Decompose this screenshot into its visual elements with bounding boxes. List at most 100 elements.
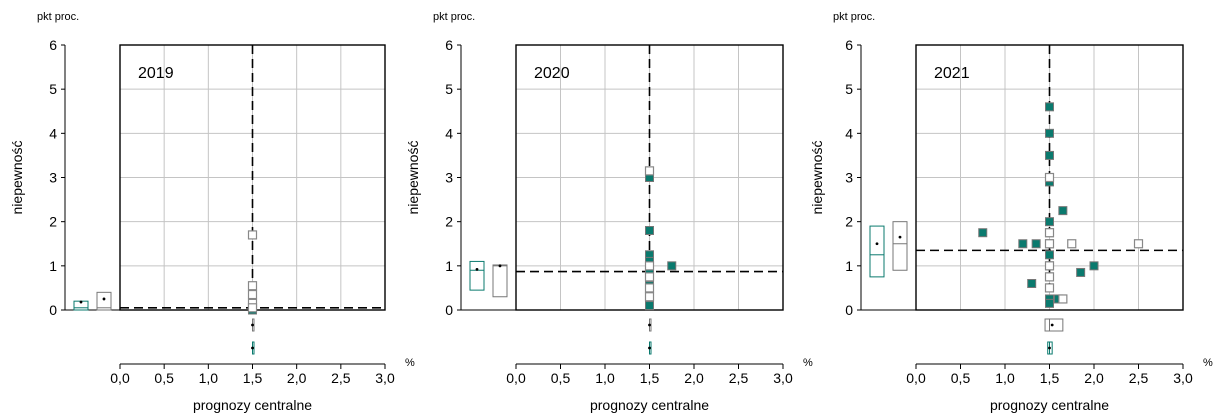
y-dist-mean — [79, 300, 83, 304]
data-point-filled — [1076, 267, 1086, 277]
data-point-open — [1133, 239, 1144, 249]
y-tick-label: 2 — [445, 214, 453, 230]
data-point-filled — [1018, 239, 1028, 249]
data-point-open — [247, 289, 258, 300]
data-point-filled — [1089, 261, 1099, 271]
x-unit-label: % — [405, 357, 415, 369]
x-axis-title: prognozy centralne — [990, 397, 1109, 413]
data-point-open — [247, 281, 258, 291]
chart-panel-2020: 0 1 2 3 4 5 6 pkt proc. niepewność 0,0 0,5 1,0 1,5 2,… — [405, 11, 813, 413]
x-tick-label: 1,0 — [995, 370, 1015, 386]
y-tick-label: 2 — [49, 214, 57, 230]
y-tick-label: 0 — [845, 302, 853, 318]
chart-panel-2021: 0 1 2 3 4 5 6 pkt proc. niepewność 0,0 0,5 1,0 1,5 2,… — [809, 11, 1213, 413]
data-point-open — [1044, 272, 1055, 282]
x-tick-label: 2,5 — [1129, 370, 1149, 386]
y-tick-label: 6 — [49, 37, 57, 53]
data-point-filled — [645, 301, 654, 311]
x-tick-label: 0,5 — [551, 370, 571, 386]
data-point-filled — [1045, 128, 1054, 138]
y-tick-label: 4 — [845, 125, 853, 141]
data-point-filled — [1031, 239, 1041, 249]
x-tick-label: 1,0 — [595, 370, 615, 386]
x-unit-label: % — [1203, 357, 1213, 369]
x-tick-label: 2,5 — [331, 370, 351, 386]
x-axis-title: prognozy centralne — [590, 397, 709, 413]
data-point-open — [644, 292, 655, 302]
x-tick-label: 0,5 — [951, 370, 971, 386]
x-dist-mean — [1050, 323, 1054, 327]
data-point-filled — [978, 228, 988, 238]
x-tick-label: 1,5 — [1040, 370, 1060, 386]
panel-year-label: 2021 — [934, 65, 970, 82]
y-dist-mean — [498, 264, 502, 268]
y-dist-box — [869, 225, 885, 278]
x-tick-label: 3,0 — [773, 370, 793, 386]
data-point-open — [1044, 228, 1055, 238]
x-tick-label: 1,0 — [199, 370, 219, 386]
y-tick-label: 5 — [49, 81, 57, 97]
y-axis-title: niepewność — [9, 141, 25, 215]
y-unit-label: pkt proc. — [37, 11, 79, 23]
y-tick-label: 1 — [845, 258, 853, 274]
y-tick-label: 3 — [845, 170, 853, 186]
y-tick-label: 1 — [49, 258, 57, 274]
data-point-open — [1044, 172, 1055, 183]
y-tick-label: 0 — [445, 302, 453, 318]
y-tick-label: 4 — [445, 125, 453, 141]
y-tick-label: 0 — [49, 302, 57, 318]
data-point-open — [644, 283, 655, 293]
y-tick-label: 4 — [49, 125, 57, 141]
data-point-filled — [1045, 217, 1054, 227]
y-tick-label: 1 — [445, 258, 453, 274]
y-dist-mean — [898, 235, 902, 239]
data-point-open — [644, 166, 655, 176]
data-point-open — [644, 261, 655, 271]
data-point-open — [1044, 261, 1055, 271]
y-dist-box — [492, 264, 508, 298]
data-point-filled — [1058, 206, 1068, 216]
x-dist-mean — [251, 323, 254, 327]
data-point-open — [644, 272, 655, 282]
data-point-open — [1067, 239, 1077, 249]
panel-year-label: 2020 — [534, 65, 570, 82]
data-point-filled — [1045, 150, 1054, 160]
data-point-open — [1058, 294, 1068, 304]
chart-panel-2019: 0 1 2 3 4 5 6 pkt proc. niepewność 0,0 0,5 1,0 1,5 2,… — [9, 11, 415, 413]
x-tick-label: 2,0 — [684, 370, 704, 386]
data-point-filled — [1045, 102, 1054, 112]
data-point-filled — [1045, 298, 1054, 308]
y-dist-mean — [875, 242, 879, 246]
x-dist-mean — [648, 323, 651, 327]
x-tick-label: 2,5 — [729, 370, 749, 386]
data-point-filled — [645, 226, 654, 235]
y-tick-label: 5 — [445, 81, 453, 97]
x-tick-label: 0,0 — [506, 370, 526, 386]
data-point-filled — [667, 261, 677, 271]
x-tick-label: 0,0 — [906, 370, 926, 386]
x-tick-label: 3,0 — [1173, 370, 1193, 386]
data-point-filled — [1045, 250, 1054, 260]
y-dist-box — [96, 291, 112, 311]
y-dist-box — [892, 221, 908, 271]
x-axis-title: prognozy centralne — [193, 397, 312, 413]
y-tick-label: 6 — [845, 37, 853, 53]
y-dist-box — [469, 260, 485, 291]
y-tick-label: 3 — [49, 170, 57, 186]
y-dist-mean — [102, 297, 106, 301]
x-tick-label: 3,0 — [375, 370, 395, 386]
y-tick-label: 5 — [845, 81, 853, 97]
x-tick-label: 0,5 — [154, 370, 174, 386]
y-axis-title: niepewność — [405, 141, 421, 215]
y-tick-label: 6 — [445, 37, 453, 53]
data-point-filled — [1027, 279, 1037, 288]
y-axis-title: niepewność — [809, 141, 825, 215]
y-tick-label: 2 — [845, 214, 853, 230]
x-dist-mean — [1048, 346, 1051, 350]
x-dist-mean — [251, 346, 254, 350]
panel-year-label: 2019 — [138, 65, 174, 82]
x-tick-label: 0,0 — [110, 370, 130, 386]
y-unit-label: pkt proc. — [833, 11, 875, 23]
y-tick-label: 3 — [445, 170, 453, 186]
